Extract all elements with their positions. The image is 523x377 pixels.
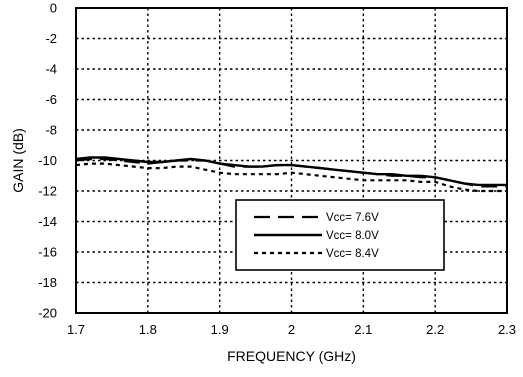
y-tick-label: -20 [38,306,57,321]
legend-label: Vcc= 8.4V [326,248,379,260]
y-tick-label: 0 [50,1,57,16]
legend: Vcc= 7.6V Vcc= 8.0V Vcc= 8.4V [235,199,445,271]
series-line [75,156,507,187]
legend-label: Vcc= 8.0V [326,230,379,242]
plot-frame [75,7,508,314]
y-axis-title: GAIN (dB) [10,128,26,193]
x-tick-label: 2.2 [426,322,444,337]
y-tick-label: -2 [45,31,57,46]
x-axis-title: FREQUENCY (GHz) [227,348,356,364]
y-tick-label: -6 [45,92,57,107]
legend-label: Vcc= 7.6V [326,212,379,224]
y-tick-label: -8 [45,123,57,138]
y-tick-label: -4 [45,62,57,77]
x-tick-label: 1.7 [67,322,85,337]
legend-box [235,199,445,271]
y-tick-label: -18 [38,275,57,290]
x-tick-label: 1.9 [211,322,229,337]
y-tick-label: -10 [38,153,57,168]
x-tick-label: 2 [288,322,295,337]
series-layer [75,156,507,193]
series-line [75,162,507,193]
y-tick-label: -14 [38,214,57,229]
x-tick-label: 1.8 [139,322,157,337]
y-tick-label: -12 [38,184,57,199]
x-tick-label: 2.1 [354,322,372,337]
x-tick-label: 2.3 [498,322,516,337]
y-tick-label: -16 [38,245,57,260]
tick-layer: 1.7 1.8 1.9 2 2.1 2.2 2.3 0 -2 -4 -6 -8 -10 -12 -14 -16… [38,1,516,338]
